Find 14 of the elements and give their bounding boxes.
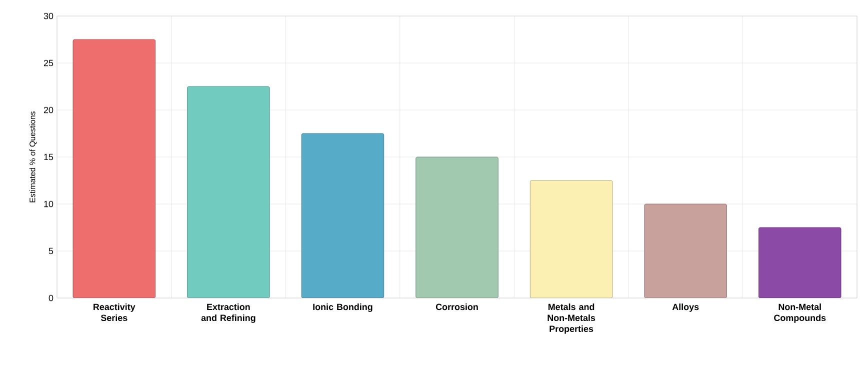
y-tick-label: 10 xyxy=(44,200,54,208)
x-tick-label: Alloys xyxy=(672,304,699,312)
x-tick-label: Non-Metal Compounds xyxy=(774,304,826,323)
x-tick-label: Corrosion xyxy=(436,304,478,310)
y-tick-label: 15 xyxy=(44,154,54,160)
x-tick-label: Ionic Bonding xyxy=(313,304,372,312)
x-tick-label: Metals and Non-Metals Properties xyxy=(548,304,596,334)
y-tick-label: 30 xyxy=(44,12,54,20)
y-tick-label: 5 xyxy=(48,248,54,254)
y-tick-label: 0 xyxy=(48,294,54,302)
y-tick-label: 20 xyxy=(44,106,54,114)
x-tick-label: Extraction and Refining xyxy=(201,304,256,323)
y-tick-label: 25 xyxy=(44,60,54,66)
x-tick-label: Reactivity Series xyxy=(94,304,136,322)
